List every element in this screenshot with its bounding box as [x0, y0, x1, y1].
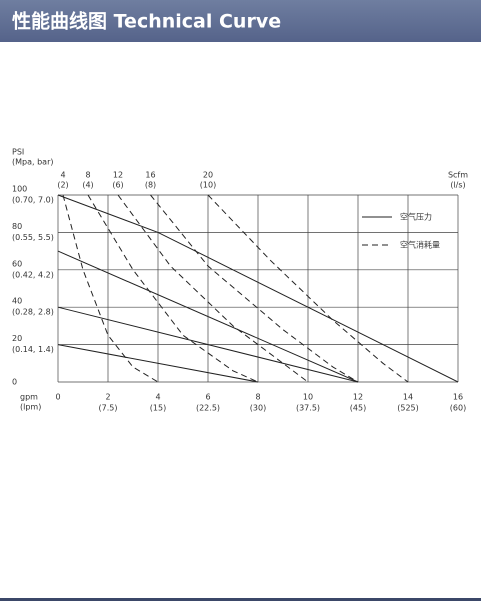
- x-tick-sublabel: (22.5): [196, 404, 220, 413]
- x-tick-label: 10: [303, 393, 313, 402]
- y-tick-sublabel: (0.42, 4.2): [12, 270, 54, 279]
- x2-tick-label: 12: [113, 171, 123, 180]
- x-tick-label: 4: [155, 393, 160, 402]
- header-bar: [0, 0, 481, 42]
- x-tick-sublabel: (15): [150, 404, 166, 413]
- x-tick-sublabel: (30): [250, 404, 266, 413]
- x-tick-label: 14: [403, 393, 413, 402]
- legend-label: 空气消耗量: [400, 240, 440, 250]
- y-tick-label: 80: [12, 222, 22, 231]
- curve: [117, 194, 309, 383]
- x-label-unit: (lpm): [20, 403, 41, 412]
- y-tick-label: 100: [12, 185, 27, 194]
- y-tick-label: 40: [12, 297, 22, 306]
- x-tick-label: 16: [453, 393, 463, 402]
- x-tick-sublabel: (7.5): [99, 404, 118, 413]
- x2-tick-label: 8: [85, 171, 90, 180]
- x2-tick-sublabel: (6): [112, 181, 123, 190]
- x2-tick-sublabel: (4): [82, 181, 93, 190]
- x-tick-sublabel: (60): [450, 404, 466, 413]
- y-tick-sublabel: (0.14, 1.4): [12, 345, 54, 354]
- y-label: PSI: [12, 148, 24, 157]
- y-tick-label: 0: [12, 378, 17, 387]
- x2-tick-label: 20: [203, 171, 213, 180]
- y-tick-sublabel: (0.28, 2.8): [12, 308, 54, 317]
- x2-tick-sublabel: (8): [145, 181, 156, 190]
- curve: [207, 194, 409, 383]
- y-tick-label: 20: [12, 334, 22, 343]
- x2-tick-sublabel: (10): [200, 181, 216, 190]
- y-tick-sublabel: (0.55, 5.5): [12, 233, 54, 242]
- x2-tick-label: 4: [60, 171, 65, 180]
- x2-tick-sublabel: (2): [57, 181, 68, 190]
- y-label-unit: (Mpa, bar): [12, 158, 53, 167]
- curve: [57, 306, 359, 383]
- x-tick-label: 8: [255, 393, 260, 402]
- curve: [87, 194, 259, 383]
- x2-label-unit: (l/s): [450, 181, 465, 190]
- x-tick-label: 2: [105, 393, 110, 402]
- x-tick-label: 0: [55, 393, 60, 402]
- curve: [57, 194, 459, 383]
- x2-label: Scfm: [448, 171, 468, 180]
- x2-tick-label: 16: [145, 171, 155, 180]
- footer-line: [0, 598, 481, 601]
- x-tick-sublabel: (45): [350, 404, 366, 413]
- y-tick-label: 60: [12, 259, 22, 268]
- curve: [57, 344, 259, 383]
- x-label: gpm: [20, 393, 38, 402]
- x-tick-sublabel: (525): [397, 404, 419, 413]
- x-tick-label: 12: [353, 393, 363, 402]
- legend-label: 空气压力: [400, 212, 432, 222]
- curve: [150, 194, 359, 383]
- header-title: 性能曲线图 Technical Curve: [12, 10, 281, 33]
- x-tick-sublabel: (37.5): [296, 404, 320, 413]
- curve: [57, 250, 359, 383]
- y-tick-sublabel: (0.70, 7.0): [12, 196, 54, 205]
- x-tick-label: 6: [205, 393, 210, 402]
- curve: [62, 194, 159, 383]
